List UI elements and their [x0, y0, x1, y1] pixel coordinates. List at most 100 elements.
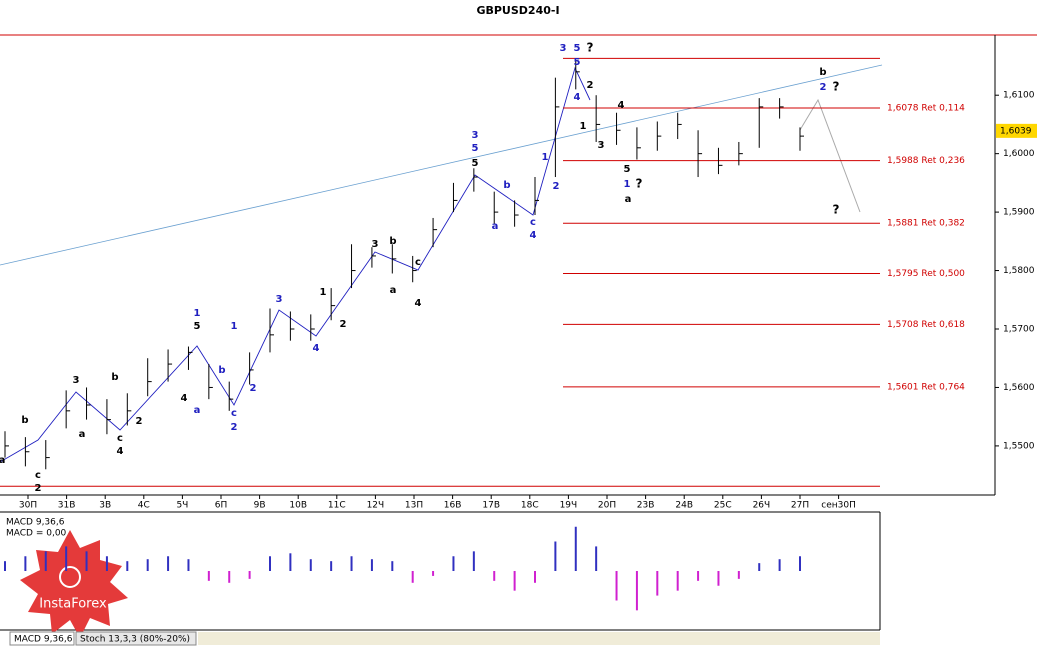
wave-path — [0, 66, 591, 463]
wave-label: 2 — [250, 383, 257, 394]
macd-label: MACD 9,36,6 — [6, 518, 65, 528]
wave-label: 2 — [136, 416, 143, 427]
wave-label: 2 — [231, 422, 238, 433]
wave-label: 4 — [574, 92, 581, 103]
wave-label: 4 — [530, 230, 537, 241]
ret-label: 1,5988 Ret 0,236 — [887, 156, 965, 166]
x-tick-label: 13П — [405, 501, 423, 511]
tab-label: MACD 9,36,6 — [14, 635, 73, 645]
tab — [75, 631, 197, 646]
x-tick-label: сен30П — [821, 501, 856, 511]
ret-label: 1,5708 Ret 0,618 — [887, 320, 965, 330]
x-tick-label: 18С — [521, 501, 539, 511]
wave-label: 3 — [276, 294, 283, 305]
wave-label: ? — [636, 177, 643, 191]
x-tick-label: 12Ч — [367, 501, 385, 511]
wave-label: 2 — [35, 483, 42, 494]
y-tick-label: 1,5600 — [1003, 383, 1035, 393]
x-tick-label: 5Ч — [176, 501, 188, 511]
wave-label: 1 — [542, 152, 549, 163]
wave-label: 2 — [340, 319, 347, 330]
x-tick-label: 31В — [58, 501, 76, 511]
wave-label: 3 — [372, 239, 379, 250]
wave-label: c — [415, 257, 421, 268]
y-tick-label: 1,5800 — [1003, 266, 1035, 276]
y-tick-label: 1,6000 — [1003, 149, 1035, 159]
wave-label: ? — [833, 80, 840, 94]
y-tick-label: 1,5500 — [1003, 441, 1035, 451]
wave-label: 1 — [320, 287, 327, 298]
wave-label: a — [625, 194, 632, 205]
tab-label: Stoch 13,3,3 (80%-20%) — [80, 635, 190, 645]
wave-label: 3 — [598, 140, 605, 151]
x-tick-label: 10В — [289, 501, 307, 511]
x-tick-label: 20П — [598, 501, 616, 511]
wave-label: 5 — [472, 143, 479, 154]
wave-label: 2 — [553, 181, 560, 192]
wave-label: c — [530, 217, 536, 228]
wave-label: ? — [833, 203, 840, 217]
wave-label: 2 — [820, 82, 827, 93]
wave-label: 1 — [624, 179, 631, 190]
x-tick-label: 23В — [637, 501, 655, 511]
wave-label: b — [389, 236, 396, 247]
y-tick-label: 1,5900 — [1003, 208, 1035, 218]
wave-label: 4 — [618, 100, 625, 111]
wave-label: b — [503, 180, 510, 191]
wave-label: 2 — [587, 80, 594, 91]
wave-label: b — [21, 415, 28, 426]
wave-label: 4 — [181, 393, 188, 404]
logo: InstaForex — [20, 530, 128, 638]
x-tick-label: 3В — [99, 501, 111, 511]
x-tick-label: 17В — [482, 501, 500, 511]
x-tick-label: 27П — [791, 501, 809, 511]
x-tick-label: 11С — [328, 501, 346, 511]
wave-label: b — [218, 365, 225, 376]
ret-label: 1,5795 Ret 0,500 — [887, 269, 965, 279]
x-tick-label: 24В — [675, 501, 693, 511]
wave-label: 5 — [574, 43, 581, 54]
chart-title: GBPUSD240-I — [476, 4, 559, 17]
wave-label: 5 — [472, 158, 479, 169]
wave-label: c — [35, 470, 41, 481]
wave-label: b — [819, 67, 826, 78]
projection-path — [799, 98, 861, 213]
x-tick-label: 6П — [215, 501, 228, 511]
tab-strip — [198, 632, 880, 645]
x-tick-label: 25С — [714, 501, 732, 511]
wave-label: c — [117, 433, 123, 444]
wave-label: 5 — [624, 164, 631, 175]
wave-label: b — [111, 372, 118, 383]
wave-label: a — [390, 285, 397, 296]
wave-label: 1 — [580, 121, 587, 132]
x-tick-label: 30П — [19, 501, 37, 511]
wave-label: 1 — [231, 321, 238, 332]
wave-label: 1 — [194, 308, 201, 319]
y-tick-label: 1,6100 — [1003, 91, 1035, 101]
wave-label: c — [231, 408, 237, 419]
wave-label: 3 — [560, 43, 567, 54]
tab — [9, 631, 75, 646]
x-tick-label: 4С — [138, 501, 150, 511]
ret-label: 1,5881 Ret 0,382 — [887, 219, 965, 229]
x-tick-label: 26Ч — [753, 501, 771, 511]
wave-label: ? — [587, 41, 594, 55]
x-tick-label: 16В — [444, 501, 462, 511]
ret-label: 1,6078 Ret 0,114 — [887, 104, 965, 114]
x-tick-label: 9В — [254, 501, 266, 511]
wave-label: a — [79, 429, 86, 440]
wave-label: 5 — [574, 57, 581, 68]
wave-label: 4 — [313, 343, 320, 354]
wave-label: a — [194, 405, 201, 416]
current-price-label: 1,6039 — [1000, 126, 1032, 136]
trend-line — [0, 64, 883, 266]
wave-label: 4 — [117, 446, 124, 457]
wave-label: 3 — [73, 375, 80, 386]
wave-label: 4 — [415, 298, 422, 309]
wave-label: a — [492, 221, 499, 232]
current-price-box — [996, 123, 1037, 138]
ret-label: 1,5601 Ret 0,764 — [887, 382, 965, 392]
wave-label: 3 — [472, 130, 479, 141]
